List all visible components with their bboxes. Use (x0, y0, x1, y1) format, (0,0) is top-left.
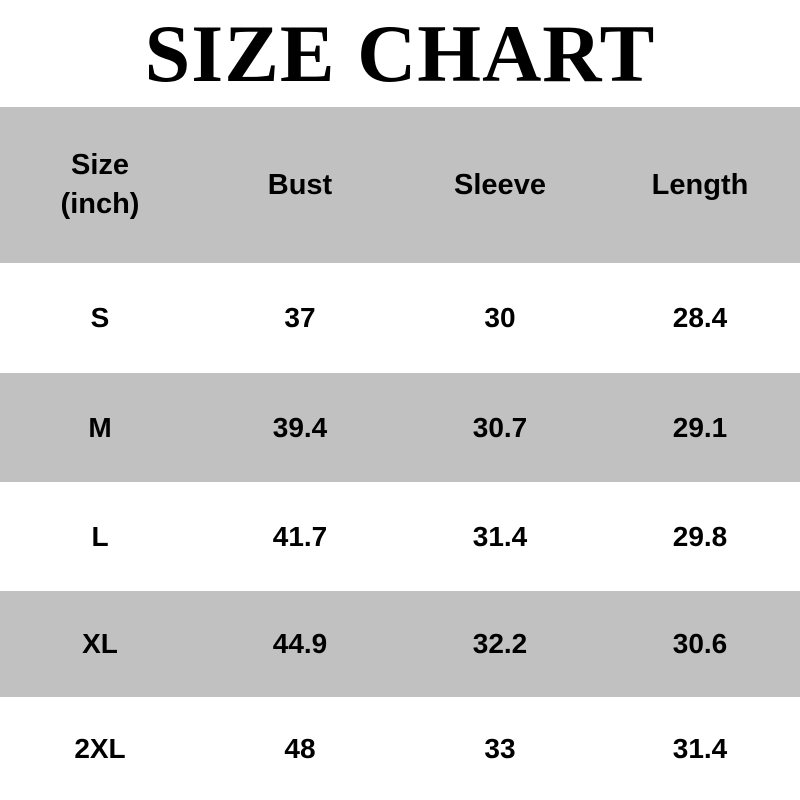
page-title: SIZE CHART (144, 7, 656, 99)
table-header-row: Size (inch) Bust Sleeve Length (0, 107, 800, 263)
cell-length: 31.4 (672, 732, 728, 764)
size-table: Size (inch) Bust Sleeve Length S 37 30 2… (0, 107, 800, 800)
cell-sleeve: 30.7 (472, 411, 528, 443)
title-area: SIZE CHART (0, 0, 800, 107)
cell-size: 2XL (74, 732, 126, 764)
col-header-size-line2: (inch) (60, 188, 140, 220)
cell-sleeve: 31.4 (472, 520, 528, 552)
col-header-sleeve: Sleeve (454, 168, 546, 201)
table-row-m: M 39.4 30.7 29.1 (0, 373, 800, 482)
col-header-length: Length (651, 168, 749, 201)
cell-length: 30.6 (672, 628, 728, 659)
cell-sleeve: 33 (484, 732, 516, 764)
cell-length: 28.4 (672, 302, 728, 333)
table-row-xl: XL 44.9 32.2 30.6 (0, 591, 800, 697)
cell-size: S (90, 302, 110, 333)
cell-size: L (91, 520, 109, 552)
cell-sleeve: 32.2 (472, 628, 528, 659)
cell-bust: 39.4 (272, 411, 328, 443)
cell-bust: 37 (284, 302, 316, 333)
cell-bust: 41.7 (272, 520, 328, 552)
cell-size: XL (82, 628, 118, 659)
table-row-s: S 37 30 28.4 (0, 263, 800, 373)
cell-bust: 44.9 (272, 628, 328, 659)
cell-length: 29.8 (672, 520, 728, 552)
table-row-l: L 41.7 31.4 29.8 (0, 482, 800, 591)
col-header-bust: Bust (267, 168, 333, 201)
col-header-size-line1: Size (70, 148, 130, 181)
col-header-size: Size (inch) (0, 107, 200, 263)
cell-length: 29.1 (672, 411, 728, 443)
cell-size: M (88, 411, 112, 443)
cell-bust: 48 (284, 732, 316, 764)
cell-sleeve: 30 (484, 302, 516, 333)
table-row-2xl: 2XL 48 33 31.4 (0, 697, 800, 800)
